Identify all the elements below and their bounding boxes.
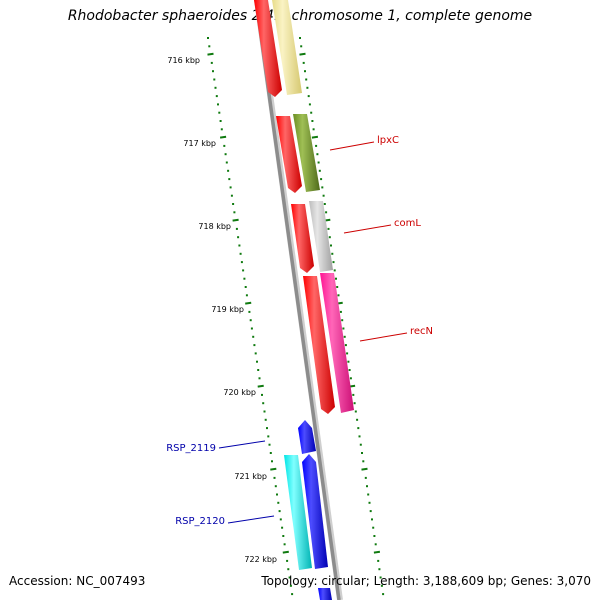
feature-red-arrow-3[interactable]	[291, 204, 314, 273]
gene-label-RSP_2120[interactable]: RSP_2120	[175, 516, 225, 527]
tick-mark-left	[219, 135, 227, 139]
kbp-label: 719 kbp	[211, 305, 244, 314]
tick-mark-right	[361, 467, 368, 471]
feature-red-arrow-4[interactable]	[303, 276, 335, 414]
kbp-label: 717 kbp	[183, 139, 216, 148]
feature-recN-arrow[interactable]	[320, 273, 354, 413]
tick-mark-right	[311, 135, 319, 139]
callout-comL	[343, 224, 392, 234]
feature-RSP_2120-arrow[interactable]	[284, 455, 312, 570]
accession-label: Accession: NC_007493	[9, 574, 146, 588]
genome-summary-label: Topology: circular; Length: 3,188,609 bp…	[261, 574, 591, 588]
kbp-label: 722 kbp	[244, 555, 277, 564]
tick-mark-left	[207, 52, 214, 56]
tick-mark-right	[299, 52, 306, 56]
callout-RSP_2119	[218, 440, 266, 449]
kbp-label: 718 kbp	[198, 222, 231, 231]
callout-RSP_2120	[227, 515, 275, 524]
tick-marks-right	[299, 37, 385, 596]
feature-arrows	[254, 0, 354, 600]
tick-mark-right	[373, 550, 381, 554]
tick-mark-left	[245, 301, 252, 305]
gene-label-lpxC[interactable]: lpxC	[377, 135, 399, 146]
feature-yellow-arrow[interactable]	[272, 0, 302, 95]
tick-mark-left	[282, 550, 289, 554]
tick-marks-left	[207, 37, 294, 596]
tick-mark-left	[232, 218, 239, 222]
backbone-line	[254, 0, 341, 600]
callout-lines	[218, 141, 408, 524]
callout-lpxC	[329, 141, 375, 151]
feature-RSP_2119-arrow[interactable]	[298, 420, 316, 454]
kbp-labels: 716 kbp 717 kbp 718 kbp 719 kbp 720 kbp …	[167, 56, 277, 564]
feature-red-arrow-2[interactable]	[276, 116, 302, 193]
gene-label-RSP_2119[interactable]: RSP_2119	[166, 443, 216, 454]
tick-mark-left	[257, 384, 264, 388]
kbp-label: 716 kbp	[167, 56, 200, 65]
callout-recN	[359, 332, 408, 342]
feature-lpxC-arrow[interactable]	[293, 114, 320, 192]
kbp-label: 720 kbp	[223, 388, 256, 397]
map-title: Rhodobacter sphaeroides 2.4.1 chromosome…	[67, 8, 533, 24]
tick-mark-left	[270, 467, 277, 471]
feature-blue-arrow-bottom[interactable]	[302, 454, 328, 569]
feature-blue-arrow-partial[interactable]	[318, 588, 332, 600]
gene-labels: lpxC comL recN RSP_2119 RSP_2120	[166, 135, 433, 527]
feature-comL-arrow[interactable]	[309, 201, 333, 272]
gene-label-comL[interactable]: comL	[394, 218, 421, 229]
kbp-label: 721 kbp	[234, 472, 267, 481]
gene-label-recN[interactable]: recN	[410, 326, 433, 337]
feature-red-arrow-1[interactable]	[254, 0, 282, 97]
